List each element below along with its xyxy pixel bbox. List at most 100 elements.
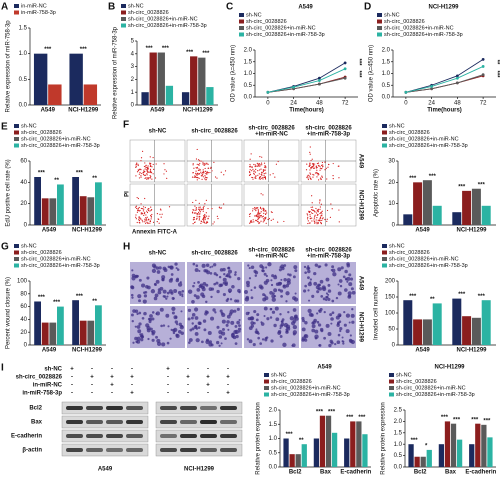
cell	[280, 278, 283, 281]
event	[148, 218, 150, 220]
cell	[319, 265, 322, 268]
band	[86, 406, 103, 410]
cell	[291, 343, 296, 348]
event	[136, 171, 139, 173]
cell	[304, 321, 308, 325]
sign: +	[70, 367, 74, 373]
event	[147, 178, 149, 180]
cell	[343, 323, 347, 327]
cell	[223, 272, 226, 276]
cell	[192, 262, 196, 266]
cell	[227, 288, 233, 293]
event	[259, 169, 261, 171]
cell	[136, 274, 139, 278]
event	[135, 205, 138, 207]
event	[311, 209, 313, 211]
y-tick-label: 0.0	[19, 103, 28, 109]
event	[197, 208, 200, 210]
bar	[72, 300, 79, 345]
event	[137, 197, 139, 200]
significance: ***	[186, 50, 194, 56]
event	[144, 206, 146, 209]
event	[195, 199, 197, 201]
x-tick-label: Bax	[320, 470, 332, 476]
sign: +	[206, 375, 210, 381]
cell	[147, 337, 150, 341]
event	[201, 173, 203, 175]
event	[208, 215, 210, 217]
cell	[250, 296, 254, 300]
bar	[420, 456, 426, 467]
cell	[350, 277, 354, 281]
cell	[197, 326, 201, 329]
cell	[327, 289, 332, 293]
event	[196, 172, 199, 175]
event	[139, 222, 141, 224]
event	[308, 211, 311, 214]
cell	[151, 311, 155, 314]
event	[199, 169, 201, 171]
band	[220, 448, 237, 452]
cell	[263, 315, 266, 318]
x-tick-label: E-cadherin	[465, 470, 496, 476]
event	[254, 165, 256, 168]
cell	[311, 328, 316, 333]
event	[136, 211, 139, 213]
legend-swatch	[14, 4, 19, 8]
y-tick-label: 5	[131, 39, 135, 45]
event	[206, 220, 208, 223]
cell	[144, 290, 148, 294]
band	[180, 406, 197, 410]
event	[202, 169, 204, 171]
event	[143, 171, 145, 174]
event	[321, 175, 323, 177]
cell	[236, 307, 240, 311]
sign: +	[130, 375, 134, 381]
bar	[157, 52, 165, 105]
y-tick-label: 0.5	[269, 450, 278, 456]
cell	[278, 268, 282, 272]
cell	[137, 294, 142, 299]
cell	[216, 340, 220, 345]
significance: ***	[38, 171, 46, 177]
event	[307, 222, 309, 225]
cell	[271, 297, 276, 302]
significance: ***	[429, 174, 437, 180]
event	[197, 211, 200, 213]
cell	[224, 337, 227, 340]
bar	[414, 456, 420, 467]
cell	[177, 329, 182, 334]
cell	[146, 328, 151, 333]
chart-title: A549	[298, 5, 313, 11]
band	[126, 434, 143, 438]
event	[263, 162, 266, 164]
event	[255, 214, 257, 217]
significance: ***	[202, 51, 210, 57]
cell	[205, 300, 208, 304]
legend-swatch	[382, 257, 387, 261]
cell	[270, 283, 274, 287]
event	[146, 219, 148, 221]
cell	[325, 298, 328, 302]
event	[152, 173, 154, 175]
blot-strip	[155, 415, 243, 429]
event	[309, 153, 311, 155]
event	[149, 222, 151, 224]
event	[195, 158, 198, 160]
bar	[452, 212, 462, 225]
event	[140, 212, 142, 214]
cell	[285, 291, 290, 296]
significance: **	[92, 176, 97, 182]
y-axis-label: Percent wound closure (%)	[6, 277, 12, 349]
event	[312, 163, 315, 165]
cell	[270, 279, 273, 282]
cell	[170, 277, 174, 281]
cell	[307, 269, 311, 274]
event	[253, 221, 255, 223]
bar	[79, 320, 87, 345]
cell-label: NCI-H1299	[184, 467, 215, 473]
event	[265, 167, 267, 169]
cell	[202, 319, 207, 323]
event	[318, 179, 320, 181]
panel-letter: I	[1, 363, 4, 374]
